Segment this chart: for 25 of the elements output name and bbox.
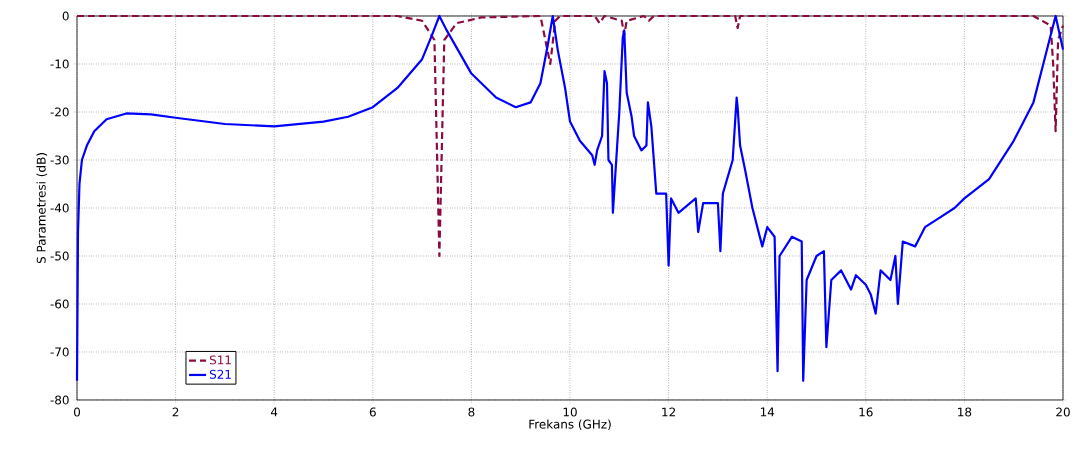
y-tick-label: 0 xyxy=(62,11,69,21)
x-tick-label: 14 xyxy=(760,407,775,417)
x-tick-label: 12 xyxy=(662,407,676,417)
y-tick-label: -40 xyxy=(50,203,69,213)
x-tick-label: 2 xyxy=(172,407,179,417)
x-tick-label: 8 xyxy=(468,407,475,417)
y-tick-label: -70 xyxy=(50,347,69,357)
y-tick-label: -20 xyxy=(50,107,69,117)
x-tick-label: 4 xyxy=(270,407,278,417)
x-tick-label: 10 xyxy=(563,407,577,417)
y-tick-label: -60 xyxy=(50,299,69,309)
x-tick-label: 18 xyxy=(958,407,972,417)
x-tick-label: 0 xyxy=(73,407,81,417)
legend-label: S21 xyxy=(209,369,231,379)
x-axis-title: Frekans (GHz) xyxy=(529,419,611,431)
y-tick-label: -30 xyxy=(50,155,69,165)
y-tick-label: -80 xyxy=(50,395,69,405)
x-tick-label: 20 xyxy=(1056,407,1070,417)
legend-label: S11 xyxy=(209,355,231,365)
y-tick-label: -10 xyxy=(50,59,69,69)
y-tick-label: -50 xyxy=(50,251,69,261)
x-tick-label: 16 xyxy=(859,407,873,417)
line-series xyxy=(75,14,1065,258)
x-tick-label: 6 xyxy=(369,407,376,417)
y-axis-title: S Parametresi (dB) xyxy=(36,153,48,264)
